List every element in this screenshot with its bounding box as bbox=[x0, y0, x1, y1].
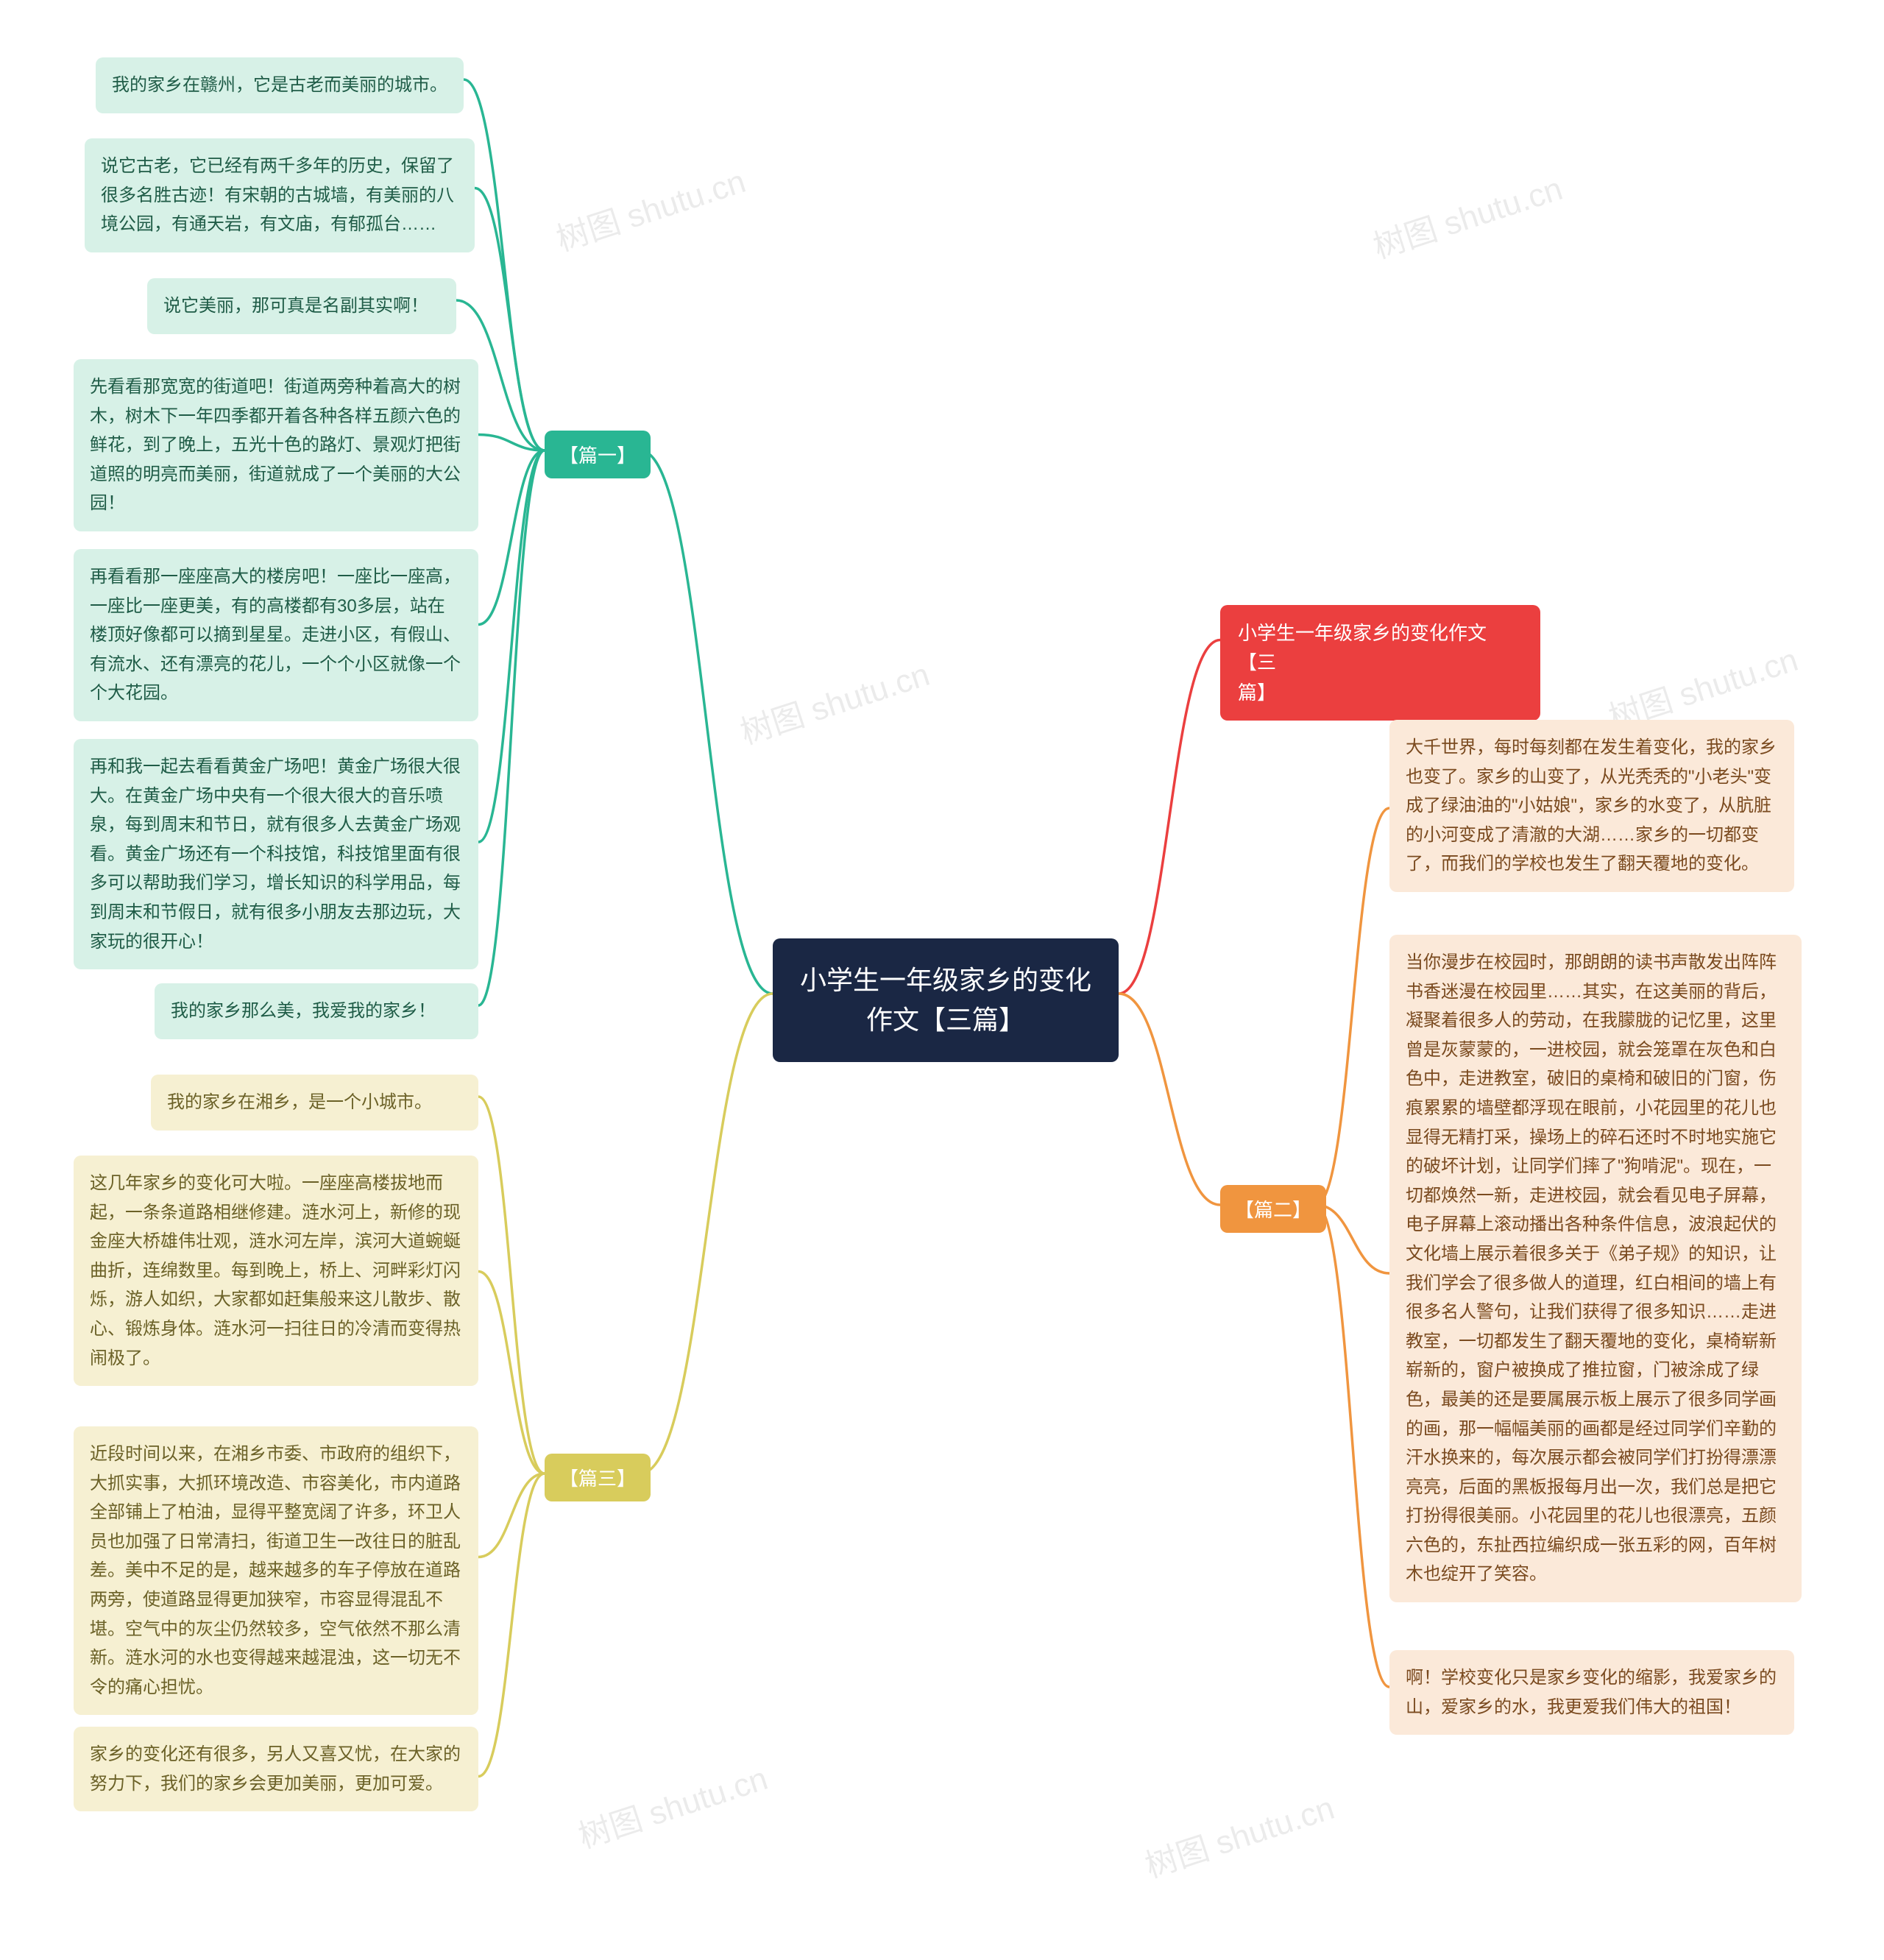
branch-label-b2[interactable]: 【篇二】 bbox=[1220, 1185, 1326, 1233]
branch-label-b1[interactable]: 【篇一】 bbox=[545, 431, 651, 478]
watermark: 树图 shutu.cn bbox=[550, 155, 751, 260]
watermark: 树图 shutu.cn bbox=[734, 648, 935, 753]
leaf-node[interactable]: 我的家乡那么美，我爱我的家乡！ bbox=[155, 983, 478, 1039]
leaf-node[interactable]: 我的家乡在湘乡，是一个小城市。 bbox=[151, 1075, 478, 1131]
leaf-node[interactable]: 再看看那一座座高大的楼房吧！一座比一座高，一座比一座更美，有的高楼都有30多层，… bbox=[74, 549, 478, 721]
leaf-node[interactable]: 这几年家乡的变化可大啦。一座座高楼拔地而起，一条条道路相继修建。涟水河上，新修的… bbox=[74, 1156, 478, 1386]
leaf-node[interactable]: 啊！学校变化只是家乡变化的缩影，我爱家乡的山，爱家乡的水，我更爱我们伟大的祖国！ bbox=[1389, 1650, 1794, 1735]
watermark: 树图 shutu.cn bbox=[572, 1752, 773, 1857]
leaf-node[interactable]: 大千世界，每时每刻都在发生着变化，我的家乡也变了。家乡的山变了，从光秃秃的"小老… bbox=[1389, 720, 1794, 892]
leaf-node[interactable]: 当你漫步在校园时，那朗朗的读书声散发出阵阵书香迷漫在校园里……其实，在这美丽的背… bbox=[1389, 935, 1802, 1602]
leaf-node[interactable]: 先看看那宽宽的街道吧！街道两旁种着高大的树木，树木下一年四季都开着各种各样五颜六… bbox=[74, 359, 478, 531]
center-topic[interactable]: 小学生一年级家乡的变化 作文【三篇】 bbox=[773, 938, 1119, 1062]
leaf-node[interactable]: 说它古老，它已经有两千多年的历史，保留了很多名胜古迹！有宋朝的古城墙，有美丽的八… bbox=[85, 138, 475, 252]
mindmap-canvas: 树图 shutu.cn 树图 shutu.cn 树图 shutu.cn 树图 shut… bbox=[0, 0, 1884, 1960]
leaf-node[interactable]: 说它美丽，那可真是名副其实啊！ bbox=[147, 278, 456, 334]
leaf-node[interactable]: 再和我一起去看看黄金广场吧！黄金广场很大很大。在黄金广场中央有一个很大很大的音乐… bbox=[74, 739, 478, 969]
leaf-node[interactable]: 我的家乡在赣州，它是古老而美丽的城市。 bbox=[96, 57, 464, 113]
header-topic[interactable]: 小学生一年级家乡的变化作文【三 篇】 bbox=[1220, 605, 1540, 721]
leaf-node[interactable]: 近段时间以来，在湘乡市委、市政府的组织下，大抓实事，大抓环境改造、市容美化，市内… bbox=[74, 1426, 478, 1715]
watermark: 树图 shutu.cn bbox=[1138, 1781, 1339, 1886]
branch-label-b3[interactable]: 【篇三】 bbox=[545, 1454, 651, 1501]
watermark: 树图 shutu.cn bbox=[1367, 162, 1568, 267]
leaf-node[interactable]: 家乡的变化还有很多，另人又喜又忧，在大家的努力下，我们的家乡会更加美丽，更加可爱… bbox=[74, 1727, 478, 1811]
